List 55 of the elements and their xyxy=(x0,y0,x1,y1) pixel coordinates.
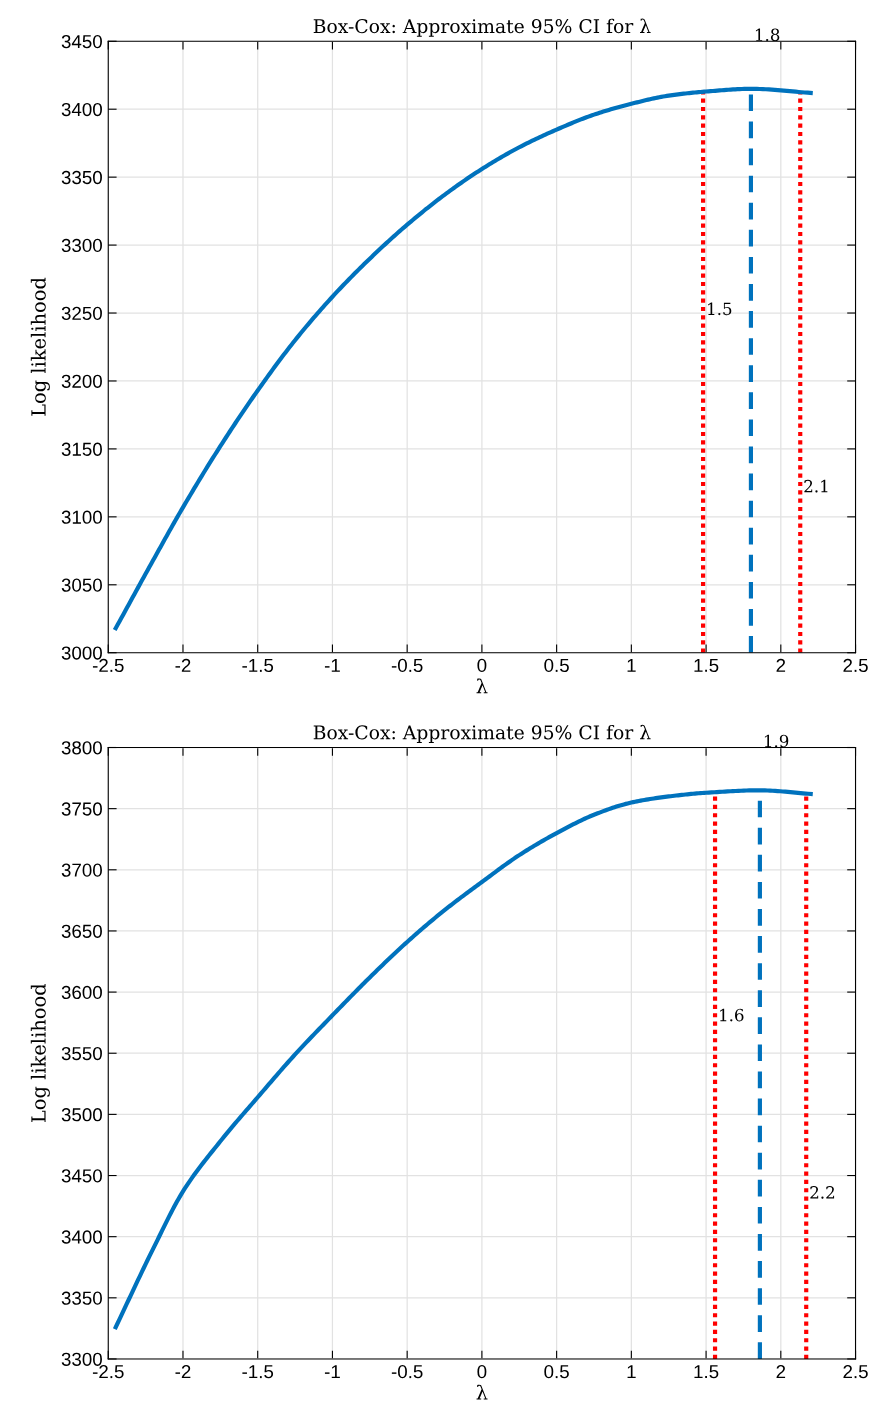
chart-title: Box-Cox: Approximate 95% CI for λ xyxy=(313,18,651,37)
y-tick-label: 3500 xyxy=(61,1108,102,1122)
chart-title: Box-Cox: Approximate 95% CI for λ xyxy=(313,724,651,744)
ref-line-label: 1.8 xyxy=(755,28,780,42)
x-tick-label: 2.5 xyxy=(843,1365,868,1379)
y-tick-label: 3800 xyxy=(61,741,102,755)
y-tick-label: 3200 xyxy=(61,374,102,388)
y-tick-label: 3100 xyxy=(61,510,102,524)
y-axis-title: Log likelihood xyxy=(30,277,50,416)
y-tick-label: 3400 xyxy=(61,1230,102,1244)
x-tick-label: -1.5 xyxy=(242,658,274,673)
y-axis-title: Log likelihood xyxy=(30,983,50,1123)
x-tick-label: -2 xyxy=(175,658,191,672)
x-tick-label: -2 xyxy=(175,1365,191,1379)
y-tick-label: 3150 xyxy=(61,442,102,456)
y-tick-label: 3450 xyxy=(61,34,102,49)
x-tick-label: 1.5 xyxy=(694,658,719,673)
y-tick-label: 3400 xyxy=(61,102,102,117)
y-tick-label: 3700 xyxy=(61,863,102,877)
ref-line-label: 1.5 xyxy=(708,302,732,316)
y-tick-label: 3350 xyxy=(61,1291,102,1305)
y-tick-label: 3600 xyxy=(61,985,102,1000)
y-tick-label: 3550 xyxy=(61,1046,102,1061)
x-tick-label: 1 xyxy=(627,658,636,672)
x-tick-label: -2.5 xyxy=(92,1365,124,1379)
x-tick-label: 0.5 xyxy=(544,658,569,673)
x-tick-label: 1.5 xyxy=(694,1365,719,1379)
ref-line-label: 2.1 xyxy=(804,479,828,493)
x-tick-label: 0 xyxy=(477,658,487,673)
x-tick-label: -0.5 xyxy=(391,1365,423,1379)
y-tick-label: 3050 xyxy=(61,578,102,592)
x-tick-label: -1 xyxy=(324,658,340,672)
ref-line-label: 1.9 xyxy=(764,734,789,748)
x-axis-title: λ xyxy=(476,1384,488,1400)
x-axis-title: λ xyxy=(476,678,488,694)
y-tick-label: 3650 xyxy=(61,924,102,938)
ref-line-label: 1.6 xyxy=(720,1008,744,1022)
y-tick-label: 3450 xyxy=(61,1169,102,1183)
x-tick-label: 2.5 xyxy=(843,658,868,673)
x-tick-label: -1.5 xyxy=(242,1365,274,1379)
y-tick-label: 3250 xyxy=(61,306,102,321)
y-tick-label: 3300 xyxy=(61,238,102,253)
ref-line-label: 2.2 xyxy=(810,1186,835,1199)
y-tick-label: 3000 xyxy=(61,646,102,660)
y-tick-label: 3350 xyxy=(61,170,102,185)
x-tick-label: 1 xyxy=(627,1365,636,1379)
y-tick-label: 3750 xyxy=(61,802,102,816)
x-tick-label: -1 xyxy=(324,1365,340,1379)
x-tick-label: 0.5 xyxy=(544,1365,569,1379)
x-tick-label: 0 xyxy=(477,1365,487,1379)
x-tick-label: -2.5 xyxy=(92,658,124,673)
x-tick-label: -0.5 xyxy=(391,658,423,673)
x-tick-label: 2 xyxy=(776,658,786,672)
x-tick-label: 2 xyxy=(776,1365,786,1379)
y-tick-label: 3300 xyxy=(61,1352,102,1366)
